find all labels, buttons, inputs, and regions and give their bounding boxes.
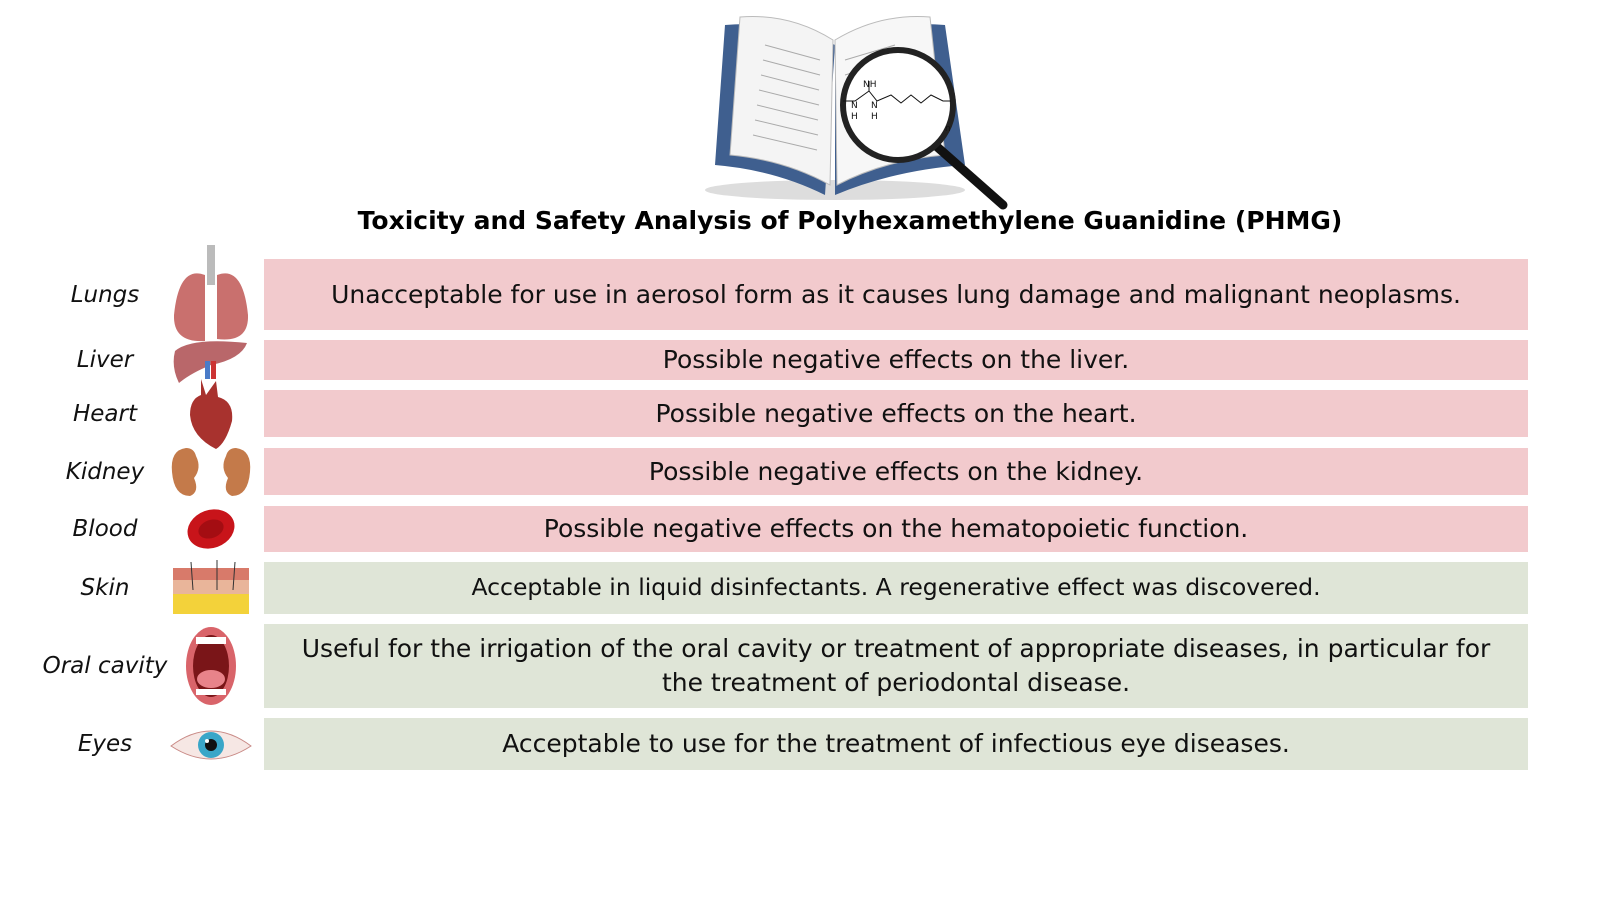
svg-text:n: n (945, 124, 951, 134)
mouth-icon (166, 624, 256, 708)
page-title: Toxicity and Safety Analysis of Polyhexa… (357, 206, 1343, 235)
organ-row-kidney: Kidney Possible negative effects on the … (0, 447, 1600, 496)
liver-icon (166, 340, 256, 383)
blood-cell-icon (166, 506, 256, 552)
skin-icon (166, 560, 256, 614)
organ-label: Liver (76, 347, 134, 373)
organ-label: Heart (72, 400, 137, 427)
organ-row-eyes: Eyes Acceptable to use for the treatment… (0, 718, 1600, 770)
heart-icon (166, 378, 256, 449)
kidney-icon (166, 447, 256, 496)
svg-text:H: H (851, 112, 858, 122)
organ-row-blood: Blood Possible negative effects on the h… (0, 506, 1600, 552)
effect-description: Possible negative effects on the heart. (264, 390, 1528, 437)
svg-text:NH: NH (863, 80, 877, 90)
organ-label: Lungs (70, 281, 140, 308)
svg-text:N: N (851, 101, 858, 111)
effect-description: Acceptable to use for the treatment of i… (264, 718, 1528, 770)
effect-description: Possible negative effects on the hematop… (264, 506, 1528, 552)
svg-text:N: N (871, 101, 878, 111)
organ-label: Skin (80, 575, 130, 601)
effect-description: Possible negative effects on the liver. (264, 340, 1528, 380)
organ-row-heart: Heart Possible negative effects on the h… (0, 378, 1600, 449)
organ-row-liver: Liver Possible negative effects on the l… (0, 340, 1600, 383)
organ-label: Blood (72, 516, 138, 542)
organ-label: Eyes (77, 731, 133, 757)
effect-description: Acceptable in liquid disinfectants. A re… (264, 562, 1528, 614)
effect-description: Possible negative effects on the kidney. (264, 448, 1528, 495)
lungs-icon (166, 244, 256, 341)
organ-row-oral-cavity: Oral cavity Useful for the irrigation of… (0, 624, 1600, 708)
eye-icon (166, 718, 256, 770)
svg-text:H: H (871, 112, 878, 122)
organ-row-lungs: Lungs Unacceptable for use in aerosol fo… (0, 244, 1600, 341)
organ-row-skin: Skin Acceptable in liquid disinfectants.… (0, 560, 1600, 614)
organ-label: Kidney (65, 458, 145, 485)
effect-description: Useful for the irrigation of the oral ca… (264, 624, 1528, 708)
organ-label: Oral cavity (42, 653, 168, 679)
effect-description: Unacceptable for use in aerosol form as … (264, 259, 1528, 330)
